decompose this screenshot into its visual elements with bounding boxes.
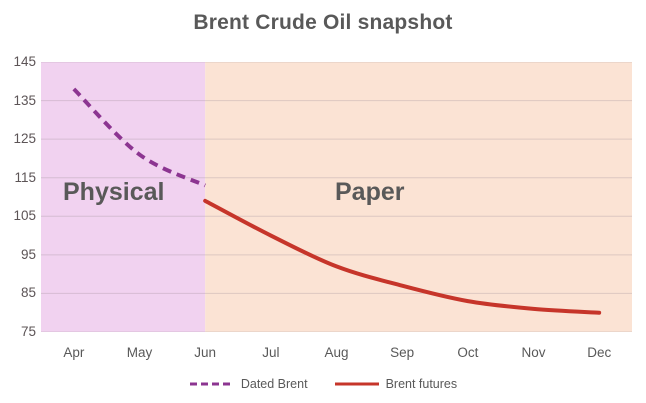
y-tick-label: 125 (13, 131, 36, 147)
x-tick-label: Aug (324, 345, 349, 360)
x-tick-label: Sep (390, 345, 415, 360)
legend-dashed-line-swatch (189, 382, 234, 386)
x-tick-label: Nov (521, 345, 546, 360)
y-tick-label: 85 (20, 285, 36, 301)
region-paper-fill (205, 62, 632, 332)
region-label-paper: Paper (335, 178, 405, 206)
x-tick-label: May (126, 345, 153, 360)
legend-item-label: Brent futures (385, 377, 458, 391)
y-tick-label: 135 (13, 92, 36, 108)
plot-area (41, 62, 632, 332)
series-brent-futures-line (203, 198, 602, 315)
series-dated-brent-line (72, 87, 207, 188)
x-tick-label: Jun (194, 345, 217, 360)
y-tick-label: 105 (13, 208, 36, 224)
x-axis-labels: Apr May Jun Jul Aug Sep Oct Nov Dec (41, 345, 632, 360)
y-tick-label: 95 (20, 246, 36, 262)
x-tick-label: Jul (262, 345, 280, 360)
chart-title: Brent Crude Oil snapshot (193, 11, 453, 34)
legend-solid-line-swatch (334, 382, 379, 386)
y-tick-label: 145 (13, 54, 36, 69)
x-tick-label: Dec (587, 345, 612, 360)
legend: Dated Brent Brent futures (0, 377, 646, 391)
legend-item: Brent futures (334, 377, 458, 391)
legend-item-label: Dated Brent (240, 377, 308, 391)
y-tick-label: 75 (20, 324, 36, 339)
x-tick-label: Apr (63, 345, 85, 360)
x-tick-label: Oct (457, 345, 479, 360)
legend-item: Dated Brent (189, 377, 308, 391)
region-physical-fill (41, 62, 206, 332)
y-tick-label: 115 (14, 169, 36, 185)
region-label-physical: Physical (63, 178, 165, 206)
